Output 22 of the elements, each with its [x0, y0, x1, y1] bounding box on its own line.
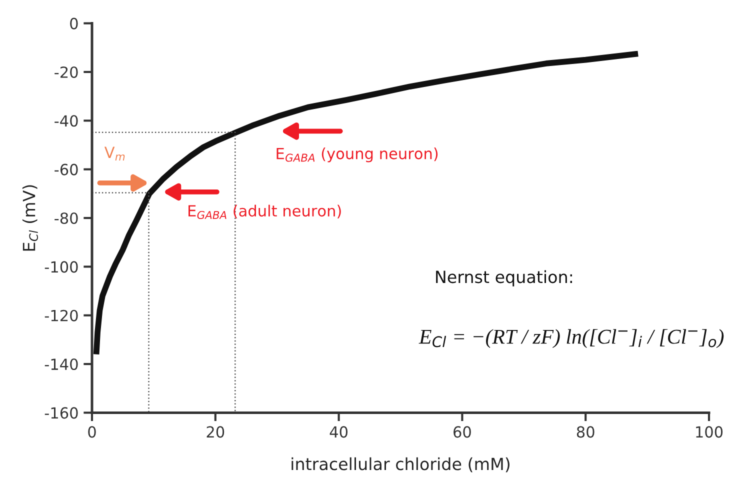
annotation: V$_{m}$: [104, 146, 125, 160]
y-tick-label: -140: [44, 358, 78, 370]
y-tick-label: -80: [54, 212, 78, 224]
x-axis-title: intracellular chloride (mM): [292, 457, 510, 472]
x-tick-label: 100: [696, 426, 723, 438]
text: E$_{Cl}$ = −(RT / zF) ln([Cl$^{−}$]$_{i}$ / [Cl$^{−}$]$_{o}$): [418, 329, 724, 348]
x-tick-label: 20: [206, 426, 224, 438]
annotation: E$_{GABA}$ (young neuron): [276, 148, 438, 162]
x-tick-label: 80: [576, 426, 594, 438]
y-tick-label: 0: [70, 18, 78, 30]
y-tick-label: -100: [44, 261, 78, 273]
y-axis-title: E$_{Cl}$ (mV): [22, 185, 38, 251]
y-tick-label: -120: [44, 310, 78, 322]
y-tick-label: -40: [54, 115, 78, 127]
annotation: Nernst equation:: [436, 270, 572, 286]
x-tick-label: 60: [454, 426, 471, 438]
y-tick-label: -160: [44, 407, 78, 419]
y-tick-label: -60: [54, 164, 78, 176]
x-tick-label: 40: [330, 426, 348, 438]
annotation: E$_{GABA}$ (adult neuron): [188, 204, 341, 220]
y-tick-label: -20: [54, 66, 78, 78]
x-tick-label: 0: [88, 426, 96, 438]
